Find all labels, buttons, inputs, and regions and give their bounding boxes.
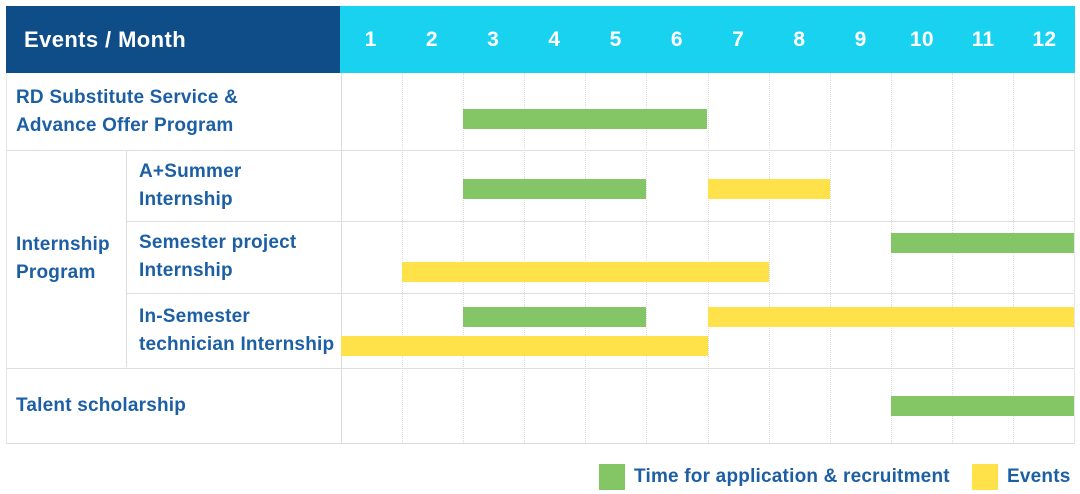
group-label-line: Program <box>16 262 96 283</box>
row-label-talent-scholarship: Talent scholarship <box>7 368 341 443</box>
month-header-6: 6 <box>670 27 683 51</box>
gantt-bar-events-semester_project <box>402 262 769 282</box>
row-label-line: Internship <box>139 188 233 210</box>
month-gridline <box>524 73 526 443</box>
month-header-12: 12 <box>1032 27 1057 51</box>
group-label-divider <box>126 150 127 367</box>
row-label-line: A+Summer <box>139 160 242 182</box>
month-header-1: 1 <box>364 27 377 51</box>
events-swatch-icon <box>972 464 998 490</box>
month-gridline <box>951 73 953 443</box>
application-swatch-icon <box>599 464 625 490</box>
gantt-table: Events / Month 1 2 3 4 5 6 7 8 9 10 11 12 RD Substi… <box>6 6 1075 444</box>
month-header-7: 7 <box>732 27 745 51</box>
month-gridline <box>646 73 648 443</box>
row-label-a-summer-internship: A+Summer Internship <box>126 150 341 221</box>
gantt-bar-application-rd <box>463 109 708 129</box>
row-label-line: Semester project <box>139 232 297 253</box>
row-label-line: technician Internship <box>139 333 335 355</box>
month-header-9: 9 <box>854 27 867 51</box>
month-header-2: 2 <box>425 27 438 51</box>
row-label-rd-substitute: RD Substitute Service & Advance Offer Pr… <box>7 73 341 150</box>
month-gridline <box>402 73 404 443</box>
group-label-internship-program: Internship Program <box>7 150 126 368</box>
gantt-body: RD Substitute Service & Advance Offer Pr… <box>6 73 1075 444</box>
month-header-11: 11 <box>971 27 995 51</box>
legend-item-application: Time for application & recruitment <box>599 462 950 492</box>
row-label-semester-project-internship: Semester project Internship <box>126 221 341 293</box>
row-label-line: Advance Offer Program <box>16 114 234 136</box>
row-label-in-semester-technician-internship: In-Semester technician Internship <box>126 293 341 368</box>
gantt-bar-application-in_semester <box>463 307 647 327</box>
row-divider <box>126 293 1074 294</box>
row-label-line: Internship <box>139 260 233 281</box>
row-divider <box>7 150 1074 151</box>
gantt-bar-application-talent <box>890 396 1074 416</box>
group-label-line: Internship <box>16 234 110 255</box>
month-gridline <box>829 73 831 443</box>
month-header-8: 8 <box>793 27 806 51</box>
month-gridline <box>707 73 709 443</box>
legend-events-label: Events <box>1007 466 1071 487</box>
gantt-bar-events-in_semester <box>707 307 1074 327</box>
gantt-bar-events-a_summer <box>707 179 830 199</box>
month-header-strip: 1 2 3 4 5 6 7 8 9 10 11 12 <box>340 6 1075 73</box>
month-gridline <box>768 73 770 443</box>
gantt-bar-application-a_summer <box>463 179 647 199</box>
month-gridline <box>890 73 892 443</box>
row-label-line: In-Semester <box>139 305 250 327</box>
legend-item-events: Events <box>972 462 1071 492</box>
gantt-header-row: Events / Month 1 2 3 4 5 6 7 8 9 10 11 12 <box>6 6 1075 73</box>
month-header-4: 4 <box>548 27 561 51</box>
month-header-10: 10 <box>909 27 934 51</box>
month-header-5: 5 <box>609 27 622 51</box>
events-month-header-label: Events / Month <box>24 26 187 52</box>
month-gridline <box>1012 73 1014 443</box>
legend-application-label: Time for application & recruitment <box>634 466 950 487</box>
legend: Time for application & recruitment Event… <box>0 462 1080 492</box>
row-divider <box>7 368 1074 369</box>
month-header-3: 3 <box>487 27 500 51</box>
gantt-bar-events-in_semester <box>341 336 708 356</box>
events-month-header-cell: Events / Month <box>6 6 340 73</box>
row-divider <box>126 221 1074 222</box>
gantt-bar-application-semester_project <box>890 233 1074 253</box>
row-label-line: Talent scholarship <box>16 395 187 416</box>
month-gridline <box>463 73 465 443</box>
row-label-line: RD Substitute Service & <box>16 86 239 108</box>
month-gridline <box>341 73 342 443</box>
month-gridline <box>585 73 587 443</box>
